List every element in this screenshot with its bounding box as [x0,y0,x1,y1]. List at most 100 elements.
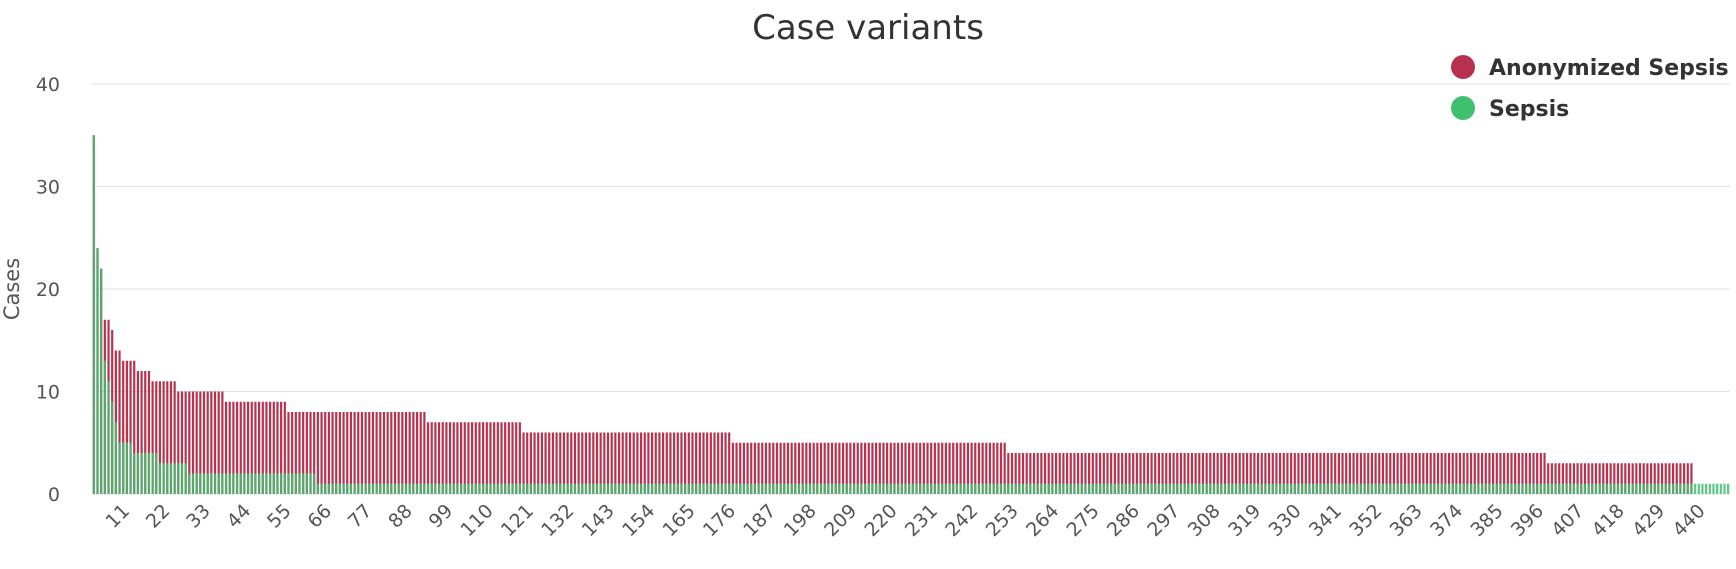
bar[interactable] [886,483,889,494]
bar[interactable] [1021,483,1025,494]
bar[interactable] [298,412,301,494]
bar[interactable] [213,391,217,495]
bar[interactable] [757,442,760,494]
bar[interactable] [709,432,712,495]
bar[interactable] [1624,463,1627,494]
bar[interactable] [1352,483,1355,494]
bar[interactable] [577,432,580,495]
bar[interactable] [1205,483,1208,494]
bar[interactable] [235,401,239,494]
bar[interactable] [1400,483,1403,494]
bar[interactable] [948,442,951,494]
bar[interactable] [360,483,364,494]
bar[interactable] [768,442,771,494]
bar[interactable] [1253,453,1256,494]
bar[interactable] [1069,453,1072,494]
bar[interactable] [867,442,870,494]
bar[interactable] [933,442,936,494]
bar[interactable] [1690,483,1693,494]
bar[interactable] [959,483,962,494]
bar[interactable] [397,412,400,494]
bar[interactable] [764,442,768,494]
bar[interactable] [570,483,573,494]
bar[interactable] [1065,483,1069,494]
bar[interactable] [1370,483,1374,494]
bar[interactable] [941,442,944,494]
bar[interactable] [838,483,841,494]
bar[interactable] [217,473,220,495]
bar[interactable] [1176,483,1179,494]
bar[interactable] [1132,453,1135,494]
bar[interactable] [706,483,709,494]
bar[interactable] [654,483,657,494]
bar[interactable] [261,401,264,494]
bar[interactable] [1466,483,1469,494]
bar[interactable] [1631,463,1634,494]
bar[interactable] [1058,483,1061,494]
bar[interactable] [1378,453,1381,494]
bar[interactable] [122,360,125,494]
bar[interactable] [911,442,914,494]
bar[interactable] [1312,453,1315,494]
bar[interactable] [1356,483,1359,494]
bar[interactable] [625,432,628,495]
bar[interactable] [478,483,481,494]
legend-item[interactable]: Sepsis [1451,96,1569,122]
bar[interactable] [1179,453,1183,494]
bar[interactable] [1080,483,1083,494]
bar[interactable] [944,483,947,494]
bar[interactable] [1121,483,1124,494]
bar[interactable] [709,483,712,494]
bar[interactable] [1165,453,1168,494]
bar[interactable] [687,483,690,494]
bar[interactable] [1367,483,1370,494]
bar[interactable] [342,483,345,494]
bar[interactable] [1554,483,1557,494]
bar[interactable] [1631,483,1634,494]
bar[interactable] [1558,483,1561,494]
bar[interactable] [202,473,206,495]
bar[interactable] [346,483,349,494]
bar[interactable] [1267,453,1271,494]
bar[interactable] [724,483,727,494]
bar[interactable] [1624,483,1627,494]
bar[interactable] [434,483,437,494]
bar[interactable] [970,442,973,494]
bar[interactable] [272,473,275,495]
bar[interactable] [199,473,202,495]
bar[interactable] [926,483,929,494]
bar[interactable] [283,473,286,495]
bar[interactable] [684,432,687,495]
bar[interactable] [966,442,970,494]
bar[interactable] [537,432,540,495]
bar[interactable] [805,483,808,494]
bar[interactable] [628,483,632,494]
bar[interactable] [882,483,885,494]
bar[interactable] [1436,483,1440,494]
bar[interactable] [1385,453,1388,494]
bar[interactable] [1043,453,1047,494]
bar[interactable] [1363,453,1366,494]
bar[interactable] [320,412,323,494]
bar[interactable] [794,483,797,494]
bar[interactable] [665,483,668,494]
bar[interactable] [151,453,154,494]
bar[interactable] [335,483,338,494]
bar[interactable] [386,483,389,494]
bar[interactable] [650,483,654,494]
bar[interactable] [1124,483,1127,494]
bar[interactable] [779,442,782,494]
bar[interactable] [639,432,643,495]
bar[interactable] [1484,483,1487,494]
bar[interactable] [1279,453,1282,494]
bar[interactable] [963,442,966,494]
bar[interactable] [720,432,723,495]
bar[interactable] [313,473,316,495]
bar[interactable] [448,483,452,494]
bar[interactable] [827,442,830,494]
bar[interactable] [720,483,723,494]
bar[interactable] [863,442,867,494]
bar[interactable] [1334,453,1337,494]
bar[interactable] [908,483,911,494]
bar[interactable] [1675,463,1678,494]
